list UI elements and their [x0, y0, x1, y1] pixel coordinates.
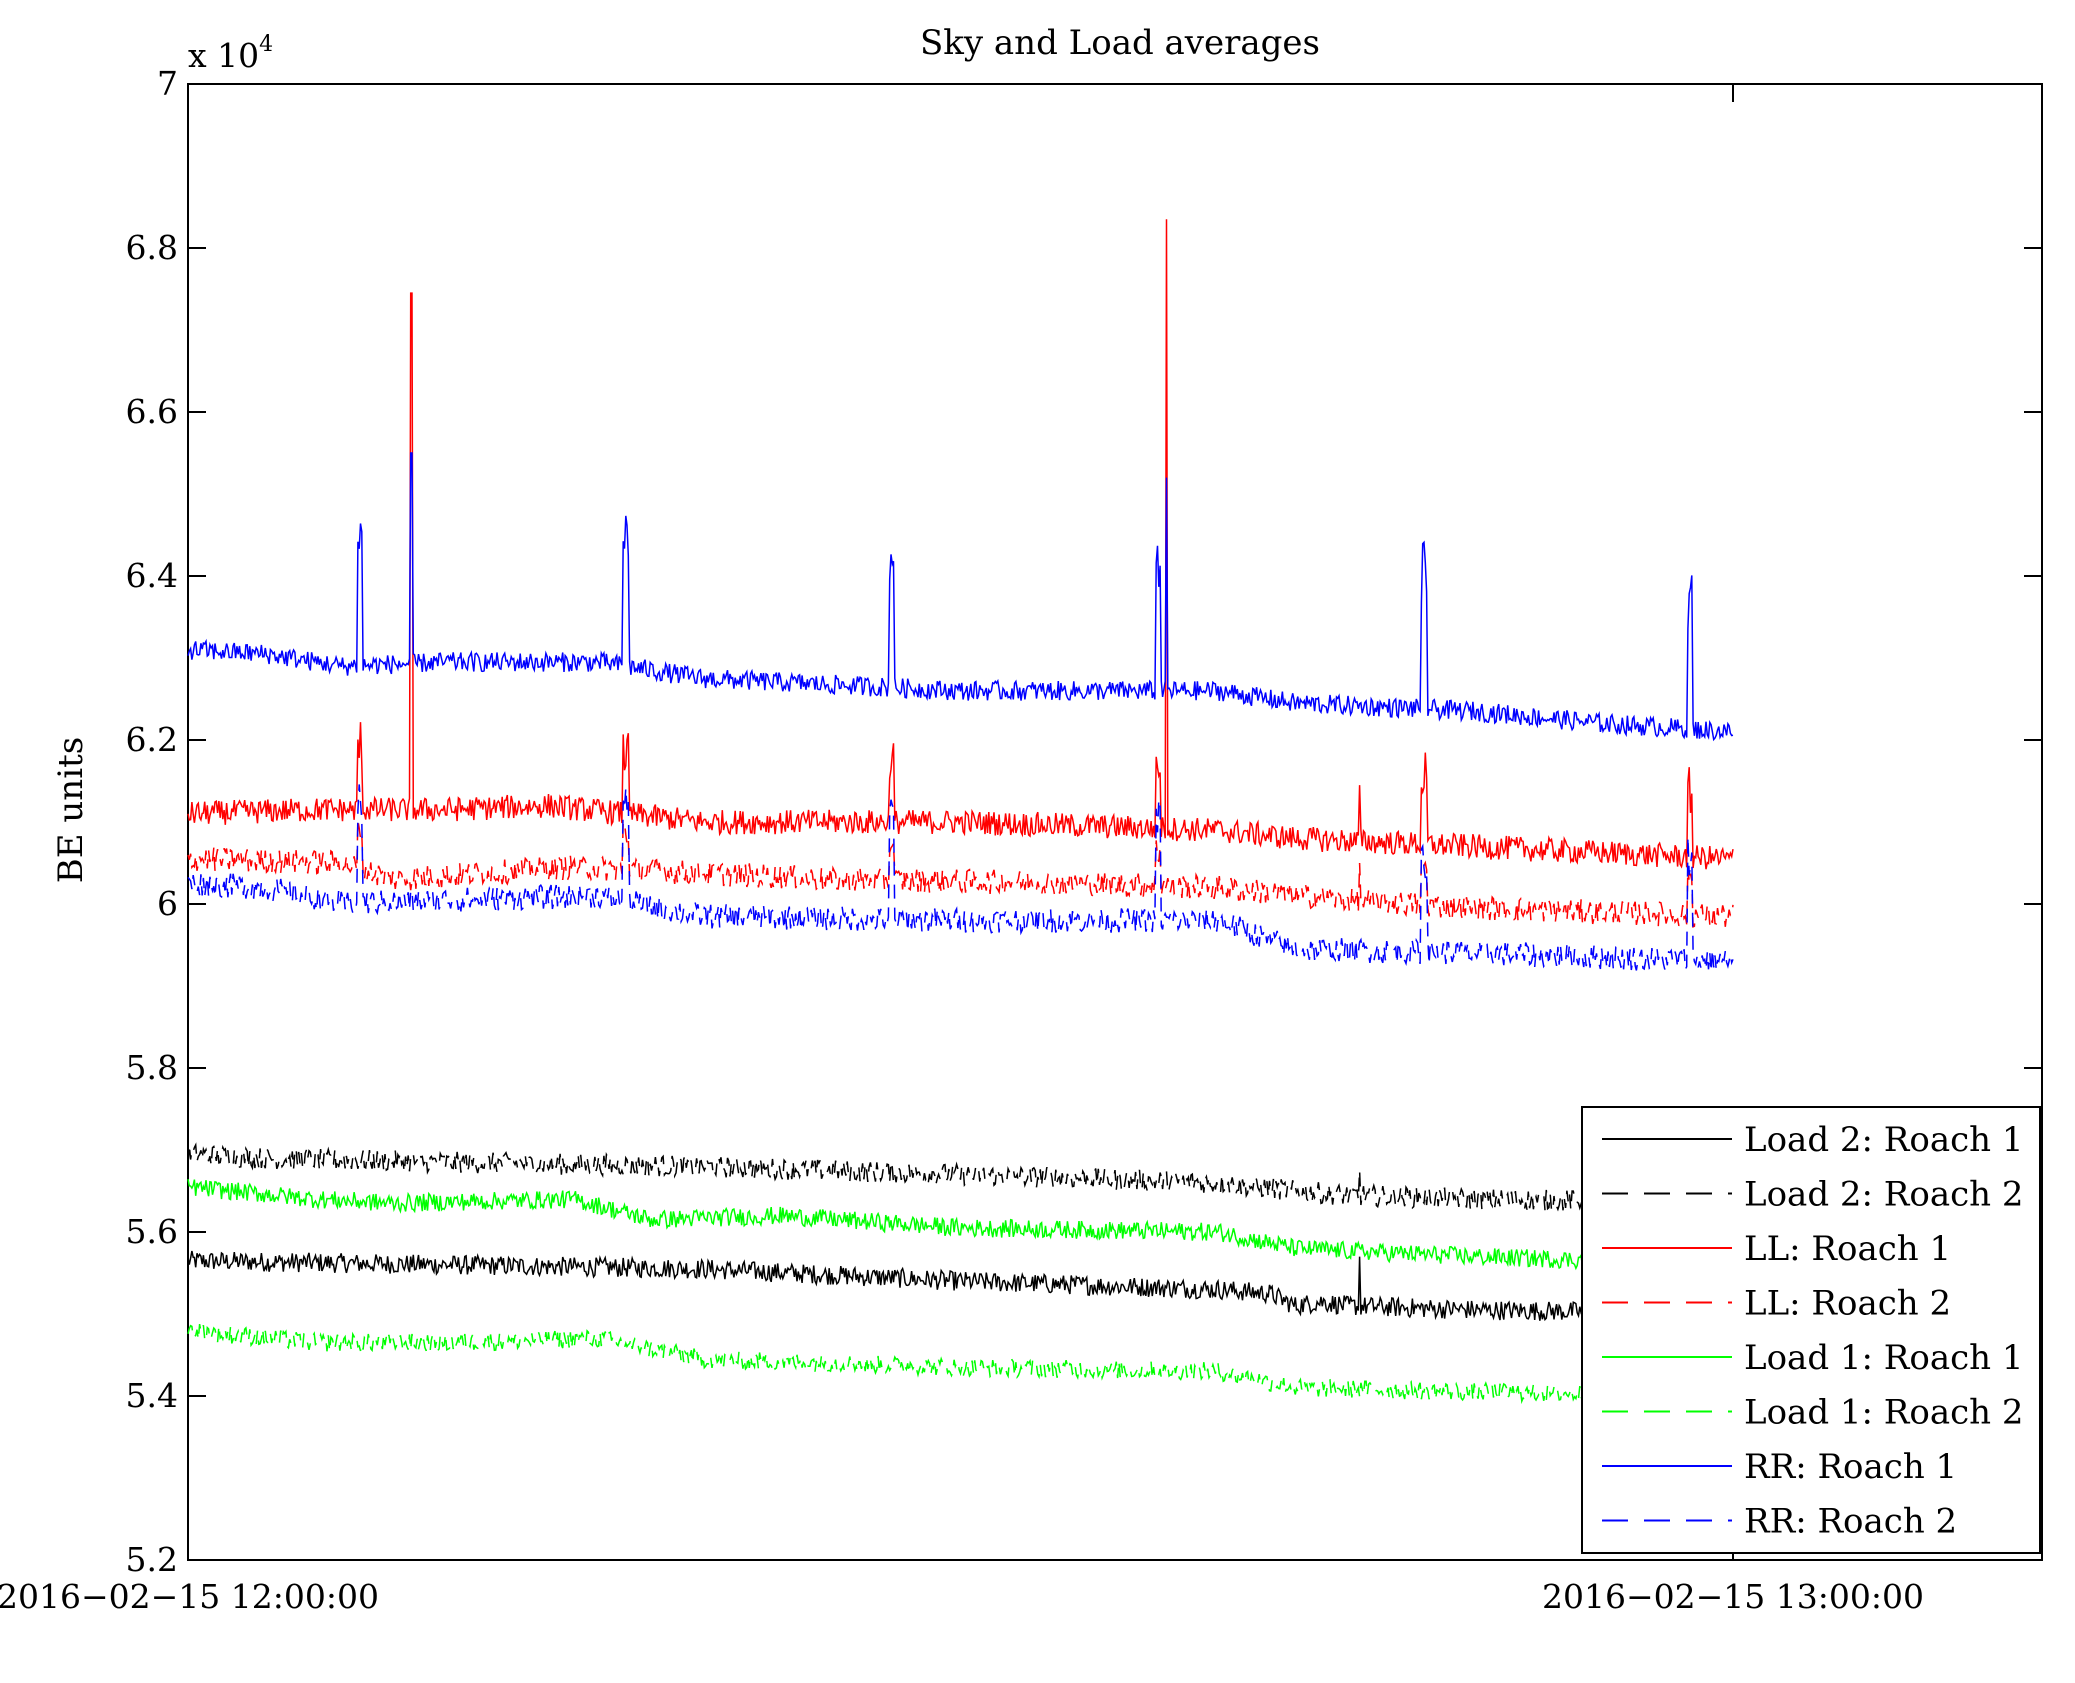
series-line-6 — [187, 1323, 1734, 1405]
x-tick-label: 2016−02−15 13:00:00 — [1542, 1577, 1924, 1616]
legend-label: Load 1: Roach 2 — [1744, 1393, 2024, 1433]
series-line-5 — [187, 1179, 1734, 1275]
ticks-layer: 5.2 5.4 5.6 5.8 6 6.2 6.4 6.6 6.8 7 2016−02−15 12:… — [0, 64, 2042, 1616]
legend-label: LL: Roach 2 — [1744, 1284, 1951, 1324]
legend-entry: LL: Roach 1 — [1602, 1229, 1951, 1269]
series-line-1 — [187, 1250, 1734, 1324]
legend-entry: LL: Roach 2 — [1602, 1284, 1951, 1324]
legend-entry: RR: Roach 1 — [1602, 1447, 1957, 1487]
plot-area: 5.2 5.4 5.6 5.8 6 6.2 6.4 6.6 6.8 7 2016−02−15 12:… — [0, 64, 2043, 1616]
legend-entry: Load 1: Roach 2 — [1602, 1393, 2024, 1433]
y-tick-label: 6.8 — [126, 228, 178, 267]
svg-text:x 104: x 104 — [188, 32, 273, 75]
legend-label: Load 2: Roach 2 — [1744, 1175, 2024, 1215]
series-line-3 — [187, 219, 1734, 870]
y-tick-label: 5.8 — [126, 1048, 178, 1087]
series-line-8 — [187, 784, 1734, 972]
y-multiplier-exponent: 4 — [259, 32, 273, 57]
legend-label: Load 2: Roach 1 — [1744, 1120, 2024, 1160]
y-tick-label: 5.6 — [126, 1212, 178, 1251]
legend-box — [1581, 1106, 2041, 1554]
x-tick-label: 2016−02−15 12:00:00 — [0, 1577, 379, 1616]
chart-title: Sky and Load averages — [920, 23, 1320, 63]
legend: Load 2: Roach 1 Load 2: Roach 2 LL: Roach … — [1581, 1106, 2041, 1554]
axes-box — [187, 83, 2043, 1561]
y-tick-label: 6.6 — [126, 392, 178, 431]
legend-label: LL: Roach 1 — [1744, 1229, 1951, 1269]
legend-entry: Load 2: Roach 1 — [1602, 1120, 2024, 1160]
y-tick-label: 6.4 — [126, 556, 178, 595]
legend-label: RR: Roach 2 — [1744, 1502, 1957, 1542]
legend-label: RR: Roach 1 — [1744, 1447, 1957, 1487]
y-tick-label: 7 — [157, 64, 178, 103]
legend-entry: Load 1: Roach 1 — [1602, 1338, 2024, 1378]
y-axis-label: BE units — [51, 737, 91, 883]
series-line-2 — [187, 1142, 1734, 1213]
y-multiplier-base: x 10 — [188, 36, 259, 75]
y-tick-label: 5.4 — [126, 1376, 178, 1415]
series-line-4 — [187, 820, 1734, 929]
y-axis-multiplier: x 104 — [188, 32, 273, 75]
series-line-7 — [187, 452, 1734, 742]
y-tick-label: 6 — [157, 884, 178, 923]
legend-label: Load 1: Roach 1 — [1744, 1338, 2024, 1378]
series-layer — [187, 219, 1734, 1405]
legend-entry: RR: Roach 2 — [1602, 1502, 1957, 1542]
legend-entry: Load 2: Roach 2 — [1602, 1175, 2024, 1215]
y-tick-label: 5.2 — [126, 1540, 178, 1579]
y-tick-label: 6.2 — [126, 720, 178, 759]
